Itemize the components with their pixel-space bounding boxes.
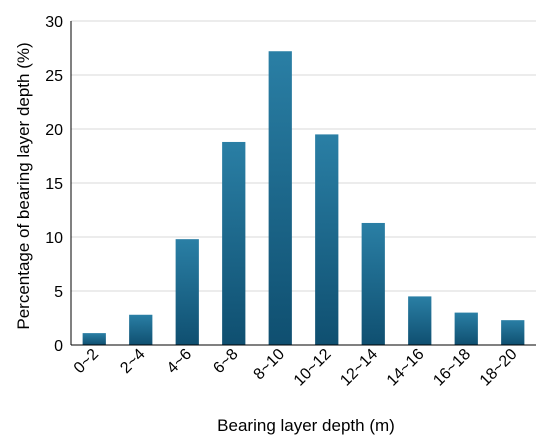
bar-14~16 xyxy=(408,296,432,345)
bar-4~6 xyxy=(175,239,199,345)
x-tick-label: 4~6 xyxy=(164,346,195,377)
y-tick-labels: 0 5 10 15 20 25 30 xyxy=(45,14,63,355)
bar-0~2 xyxy=(82,333,106,345)
y-tick-label: 5 xyxy=(54,284,63,301)
bar-8~10 xyxy=(268,51,292,346)
x-tick-labels: 0~2 2~4 4~6 6~8 8~10 10~12 12~14 14~16 16~18 18~2… xyxy=(71,346,521,390)
bar-10~12 xyxy=(315,134,339,345)
x-tick-label: 2~4 xyxy=(117,346,148,377)
bar-18~20 xyxy=(501,320,525,345)
bar-2~4 xyxy=(129,314,153,345)
x-tick-label: 12~14 xyxy=(337,346,381,390)
y-tick-label: 25 xyxy=(45,68,63,85)
axes xyxy=(70,21,536,346)
x-tick-label: 0~2 xyxy=(71,346,102,377)
x-axis-title: Bearing layer depth (m) xyxy=(217,416,395,435)
x-tick-label: 16~18 xyxy=(430,346,474,390)
bar-6~8 xyxy=(222,141,246,345)
x-tick-label: 8~10 xyxy=(251,346,289,384)
y-tick-label: 0 xyxy=(54,338,63,355)
x-tick-label: 14~16 xyxy=(384,346,428,390)
y-axis-title: Percentage of bearing layer depth (%) xyxy=(14,42,33,329)
bars xyxy=(82,51,525,346)
y-tick-label: 30 xyxy=(45,14,63,31)
bar-16~18 xyxy=(454,312,478,345)
y-tick-label: 10 xyxy=(45,230,63,247)
x-tick-label: 18~20 xyxy=(477,346,521,390)
bar-12~14 xyxy=(361,222,385,345)
x-tick-label: 10~12 xyxy=(291,346,335,390)
x-tick-label: 6~8 xyxy=(210,346,241,377)
y-tick-label: 15 xyxy=(45,176,63,193)
y-tick-label: 20 xyxy=(45,122,63,139)
gridlines xyxy=(71,20,536,292)
